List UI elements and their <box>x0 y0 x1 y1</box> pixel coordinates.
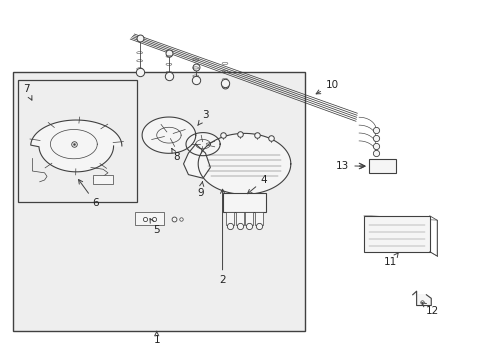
FancyBboxPatch shape <box>363 216 429 252</box>
FancyBboxPatch shape <box>93 175 113 184</box>
FancyBboxPatch shape <box>222 193 266 212</box>
Text: 5: 5 <box>150 219 160 235</box>
FancyBboxPatch shape <box>18 80 137 202</box>
FancyBboxPatch shape <box>225 212 233 225</box>
Text: 8: 8 <box>171 149 179 162</box>
Polygon shape <box>185 132 220 156</box>
Text: 11: 11 <box>384 252 398 267</box>
Text: 9: 9 <box>197 182 203 198</box>
Text: 3: 3 <box>197 111 208 126</box>
Polygon shape <box>412 291 430 306</box>
Polygon shape <box>31 120 122 172</box>
FancyBboxPatch shape <box>135 212 163 225</box>
Text: 2: 2 <box>219 189 225 285</box>
FancyBboxPatch shape <box>13 72 305 330</box>
Text: 7: 7 <box>22 84 32 100</box>
FancyBboxPatch shape <box>235 212 243 225</box>
FancyBboxPatch shape <box>255 212 263 225</box>
Polygon shape <box>183 144 210 178</box>
Text: 12: 12 <box>421 303 438 316</box>
Text: 4: 4 <box>247 175 267 194</box>
FancyBboxPatch shape <box>245 212 253 225</box>
Polygon shape <box>142 117 195 153</box>
Polygon shape <box>198 134 290 194</box>
FancyBboxPatch shape <box>368 159 395 173</box>
Text: 1: 1 <box>153 332 160 345</box>
Text: 6: 6 <box>79 180 99 208</box>
Text: 13: 13 <box>335 161 364 171</box>
Text: 10: 10 <box>316 80 338 94</box>
